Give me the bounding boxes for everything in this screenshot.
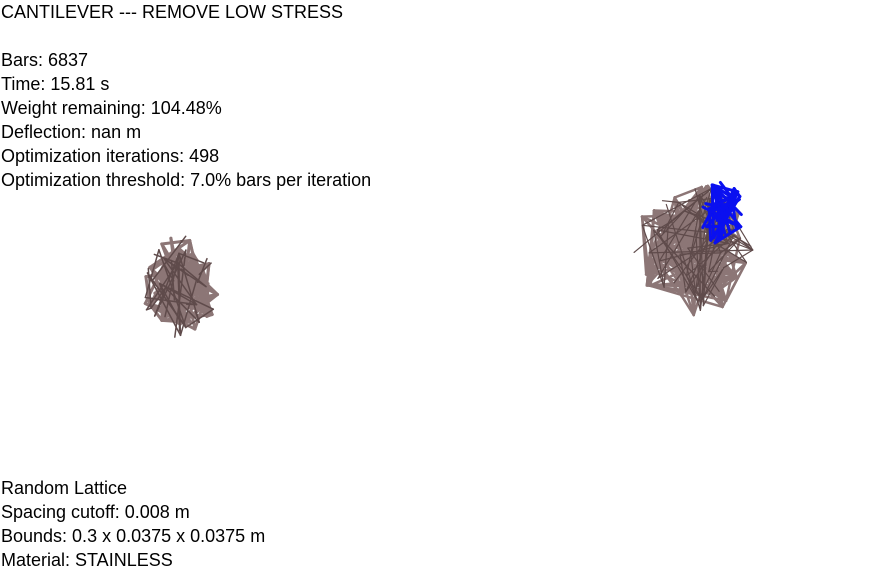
lattice-bar (685, 275, 699, 303)
lattice-bar (193, 299, 206, 331)
lattice-bar (146, 272, 182, 337)
lattice-bar (164, 286, 200, 323)
lattice-bar (184, 308, 215, 329)
stat-optimization-threshold: Optimization threshold: 7.0% bars per it… (1, 170, 372, 190)
lattice-bar (659, 210, 686, 239)
lattice-bar (701, 267, 725, 300)
lattice-bar-high-stress (715, 187, 743, 216)
lattice-bar (648, 269, 652, 287)
lattice-bar (159, 280, 182, 315)
footer-lattice-type: Random Lattice (1, 478, 128, 498)
stat-bars: Bars: 6837 (1, 50, 89, 70)
lattice-bar (641, 186, 714, 226)
lattice-bar (690, 254, 697, 293)
lattice-bar (178, 293, 219, 326)
lattice-bar (159, 246, 181, 284)
lattice-bar (158, 249, 187, 329)
lattice-bar (667, 186, 714, 224)
lattice-bar (177, 246, 205, 272)
lattice-bar (178, 252, 205, 264)
lattice-bar (656, 222, 670, 231)
lattice-bar (194, 310, 200, 323)
lattice-bar (150, 286, 167, 309)
stat-deflection: Deflection: nan m (1, 122, 142, 142)
lattice-bar-high-stress (701, 205, 743, 229)
lattice-bar (653, 229, 665, 288)
lattice-bar (158, 282, 165, 298)
lattice-bar-high-stress (732, 197, 741, 204)
lattice-bar (661, 200, 680, 204)
lattice-bar-high-stress (724, 206, 729, 223)
lattice-bar (180, 268, 189, 276)
hud-title: CANTILEVER --- REMOVE LOW STRESS (1, 2, 344, 22)
lattice-end-view[interactable] (130, 225, 230, 350)
lattice-bar (652, 209, 689, 214)
lattice-bar (178, 252, 200, 323)
lattice-bar (698, 194, 702, 311)
lattice-bar (665, 203, 702, 311)
lattice-bar (645, 249, 652, 287)
lattice-bar (153, 252, 180, 317)
lattice-bar (658, 194, 701, 262)
lattice-bar (722, 239, 729, 282)
lattice-bar (683, 210, 698, 217)
lattice-bar-high-stress (713, 225, 743, 245)
lattice-bar (152, 235, 187, 281)
stat-optimization-iterations: Optimization iterations: 498 (1, 146, 220, 166)
footer-material: Material: STAINLESS (1, 550, 173, 570)
lattice-bar (685, 234, 735, 277)
lattice-bar (723, 249, 754, 269)
lattice-perspective-view[interactable] (622, 165, 777, 325)
lattice-bar-high-stress (712, 183, 740, 194)
lattice-bar (179, 279, 198, 337)
lattice-bar (663, 222, 670, 288)
lattice-bar (702, 267, 725, 307)
lattice-bar (160, 239, 192, 246)
lattice-bar (678, 201, 752, 247)
lattice-bar (701, 234, 735, 300)
stat-time: Time: 15.81 s (1, 74, 110, 94)
stat-weight-remaining: Weight remaining: 104.48% (1, 98, 222, 118)
lattice-bar (724, 261, 747, 302)
lattice-bar (198, 262, 212, 276)
lattice-bar (679, 253, 687, 293)
footer-spacing-cutoff: Spacing cutoff: 0.008 m (1, 502, 190, 522)
lattice-bar (648, 249, 754, 254)
lattice-bar (158, 282, 215, 310)
lattice-bar (653, 229, 661, 239)
lattice-bar (673, 185, 703, 199)
lattice-bar-high-stress (701, 192, 722, 229)
lattice-bar (157, 282, 210, 297)
lattice-bar (153, 253, 179, 264)
lattice-bar (144, 249, 160, 299)
lattice-bar (148, 239, 192, 269)
lattice-bar (644, 265, 685, 276)
lattice-bar (178, 252, 181, 332)
footer-bounds: Bounds: 0.3 x 0.0375 x 0.0375 m (1, 526, 266, 546)
lattice-bar (705, 232, 709, 239)
